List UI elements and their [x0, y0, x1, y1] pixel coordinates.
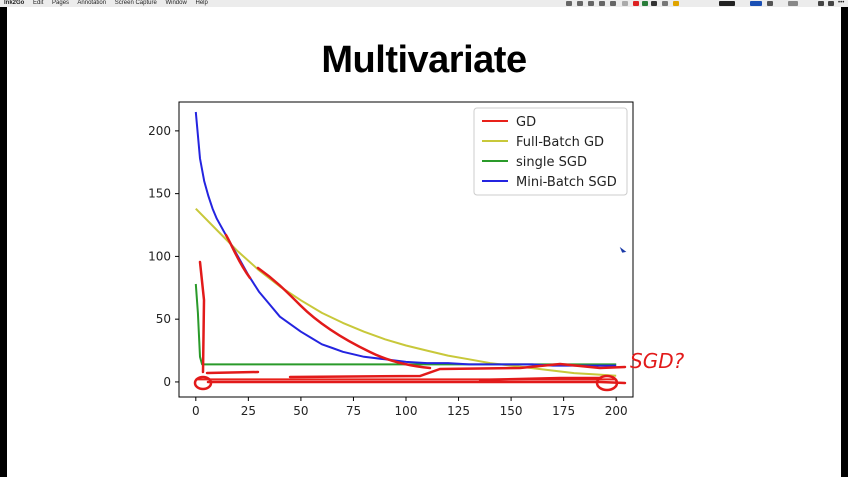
- y-tick-label: 100: [148, 249, 171, 263]
- menu-help[interactable]: Help: [195, 0, 208, 6]
- color-green-icon[interactable]: [642, 1, 648, 6]
- color-red-icon[interactable]: [633, 1, 639, 6]
- x-tick-label: 25: [241, 404, 256, 418]
- legend-label: GD: [516, 115, 536, 130]
- legend-box: [473, 107, 628, 196]
- legend-label: Full-Batch GD: [516, 135, 604, 150]
- x-tick-label: 150: [500, 404, 523, 418]
- series-line-3: [194, 111, 617, 367]
- menu-annotation[interactable]: Annotation: [77, 0, 107, 6]
- series-line-1: [195, 207, 617, 377]
- settings-icon[interactable]: [622, 1, 628, 6]
- highlighter-tool-icon[interactable]: [588, 1, 594, 6]
- x-tick-label: 200: [605, 404, 628, 418]
- menu-edit[interactable]: Edit: [33, 0, 44, 6]
- shape-tool-icon[interactable]: [599, 1, 605, 6]
- keyboard-icon[interactable]: [767, 1, 773, 6]
- x-tick-label: 125: [447, 404, 470, 418]
- pointer-tool-icon[interactable]: [566, 1, 572, 6]
- x-tick-label: 100: [395, 404, 418, 418]
- slide-title: Multivariate: [321, 39, 527, 81]
- app-menu-ink2go[interactable]: Ink2Go: [4, 0, 25, 6]
- legend-label: Mini-Batch SGD: [516, 175, 617, 190]
- series-group: [194, 111, 617, 381]
- legend-label: single SGD: [516, 155, 587, 170]
- ink-circle-right: [595, 374, 619, 392]
- shield-icon[interactable]: [651, 1, 657, 6]
- y-tick-label: 200: [148, 124, 171, 138]
- bluetooth-icon[interactable]: [750, 1, 762, 6]
- y-tick-label: 50: [156, 312, 171, 326]
- x-tick-label: 75: [346, 404, 361, 418]
- user-icon[interactable]: [818, 1, 824, 6]
- axis-ticks: 0 25 50 75 100 125 150 175 200 0 50 100 150 200: [148, 124, 628, 418]
- menu-pages[interactable]: Pages: [52, 0, 70, 6]
- menu-window[interactable]: Window: [165, 0, 187, 6]
- app-menus: Ink2Go Edit Pages Annotation Screen Capt…: [4, 0, 215, 7]
- ink-stroke-2: [198, 260, 206, 374]
- y-tick-label: 150: [148, 187, 171, 201]
- wifi-icon[interactable]: [788, 1, 798, 6]
- ink-circle-left: [193, 375, 213, 391]
- display-icon[interactable]: [719, 1, 735, 6]
- cloud-icon[interactable]: [828, 1, 834, 6]
- eraser-tool-icon[interactable]: [610, 1, 616, 6]
- x-tick-label: 50: [293, 404, 308, 418]
- mouse-cursor-icon: [618, 245, 628, 254]
- more-icon[interactable]: •••: [838, 0, 845, 6]
- x-tick-label: 0: [192, 404, 200, 418]
- legend: GD Full-Batch GD single SGD Mini-Batch SGD: [473, 107, 628, 196]
- battery-icon: [673, 1, 679, 6]
- menu-bar: Ink2Go Edit Pages Annotation Screen Capt…: [0, 0, 848, 7]
- ink-stroke-3: [205, 362, 627, 379]
- sync-icon[interactable]: [662, 1, 668, 6]
- menu-screen-capture[interactable]: Screen Capture: [114, 0, 157, 6]
- ink-annotations: SGD?: [193, 233, 685, 392]
- ink-text-sgd: SGD?: [630, 349, 685, 373]
- pen-tool-icon[interactable]: [577, 1, 583, 6]
- y-tick-label: 0: [163, 375, 171, 389]
- ink-stroke-1: [224, 233, 432, 370]
- x-tick-label: 175: [552, 404, 575, 418]
